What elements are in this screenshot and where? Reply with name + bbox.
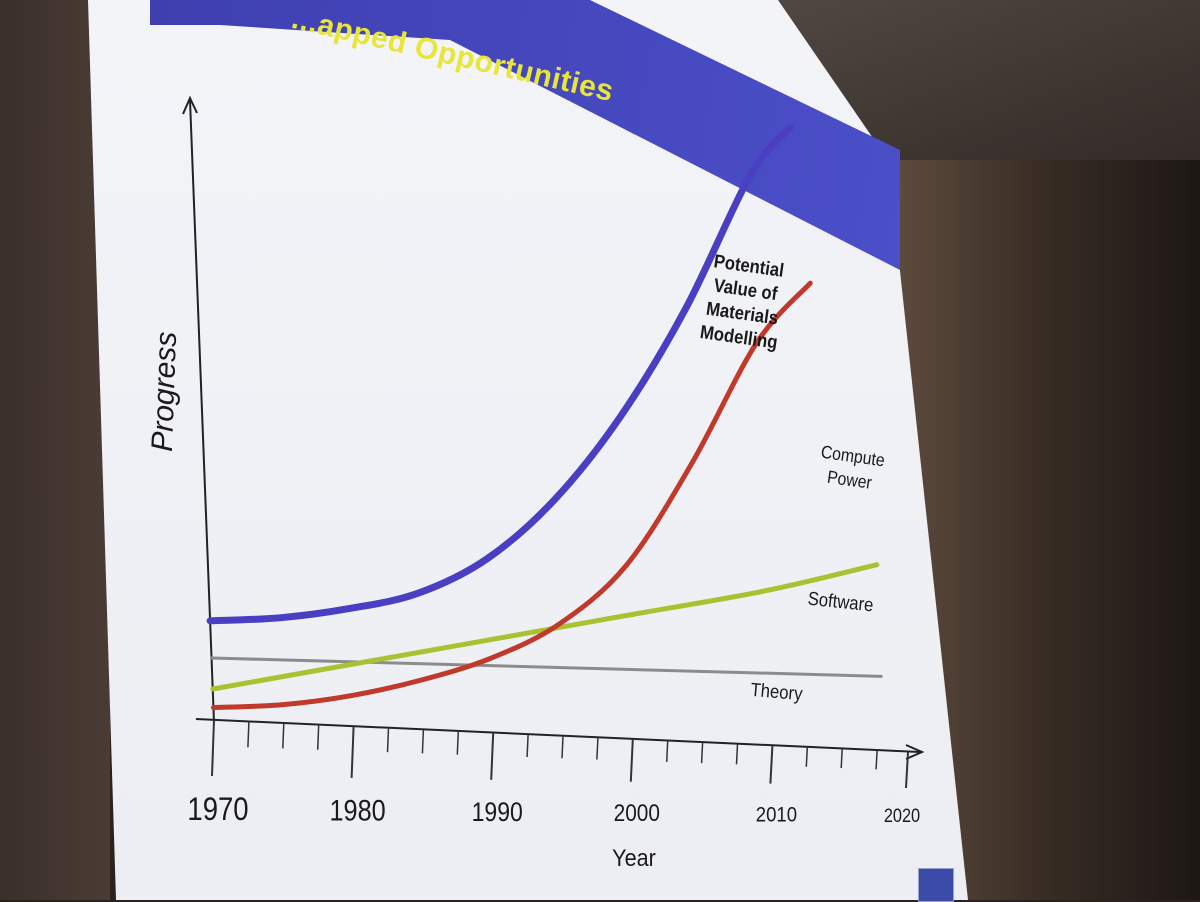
x-major-tick [905,751,909,789]
x-minor-tick [247,721,250,748]
x-tick-label: 2000 [614,800,660,827]
software-line [210,562,880,692]
x-major-tick [769,745,774,784]
x-minor-tick [456,731,460,755]
x-major-tick [350,726,355,778]
x-axis-arrow-icon [905,744,925,760]
room-wall-left [0,0,110,900]
x-axis-ticks [211,719,909,789]
x-minor-tick [282,723,285,749]
x-axis-label: Year [612,844,656,871]
x-minor-tick [421,729,425,754]
y-axis-line [189,99,215,723]
x-tick-label: 1970 [187,792,248,827]
x-tick-label: 2010 [756,803,797,827]
theory-label: Theory [750,679,804,705]
x-minor-tick [875,750,878,770]
logo-icon [918,868,954,902]
x-minor-tick [805,747,809,767]
x-tick-label: 1990 [472,797,523,827]
x-minor-tick [316,724,320,750]
y-axis-label: Progress [146,331,183,452]
series-label-line: Software [807,588,875,616]
x-minor-tick [561,735,564,759]
x-major-tick [490,732,495,780]
x-minor-tick [386,727,390,753]
y-axis-arrow-icon [182,95,198,115]
x-minor-tick [735,743,739,765]
series-label-line: Power [826,467,874,493]
x-minor-tick [700,742,704,764]
x-major-tick [629,739,634,782]
x-major-tick [211,719,215,777]
series-label-line: Theory [750,679,804,705]
x-tick-label: 2020 [884,805,920,826]
x-minor-tick [526,734,529,758]
x-minor-tick [840,748,843,769]
chart-series [206,124,883,711]
compute-power-line [211,280,813,711]
potential-value-line [206,124,794,625]
chart-labels: 1970 1980 1990 2000 2010 2020 Progress Year Pote… [146,250,920,871]
software-label: Software [807,588,875,616]
x-minor-tick [596,737,599,760]
x-minor-tick [665,740,669,762]
x-tick-label: 1980 [329,794,385,827]
theory-line [210,656,883,678]
x-axis-line [195,718,921,753]
